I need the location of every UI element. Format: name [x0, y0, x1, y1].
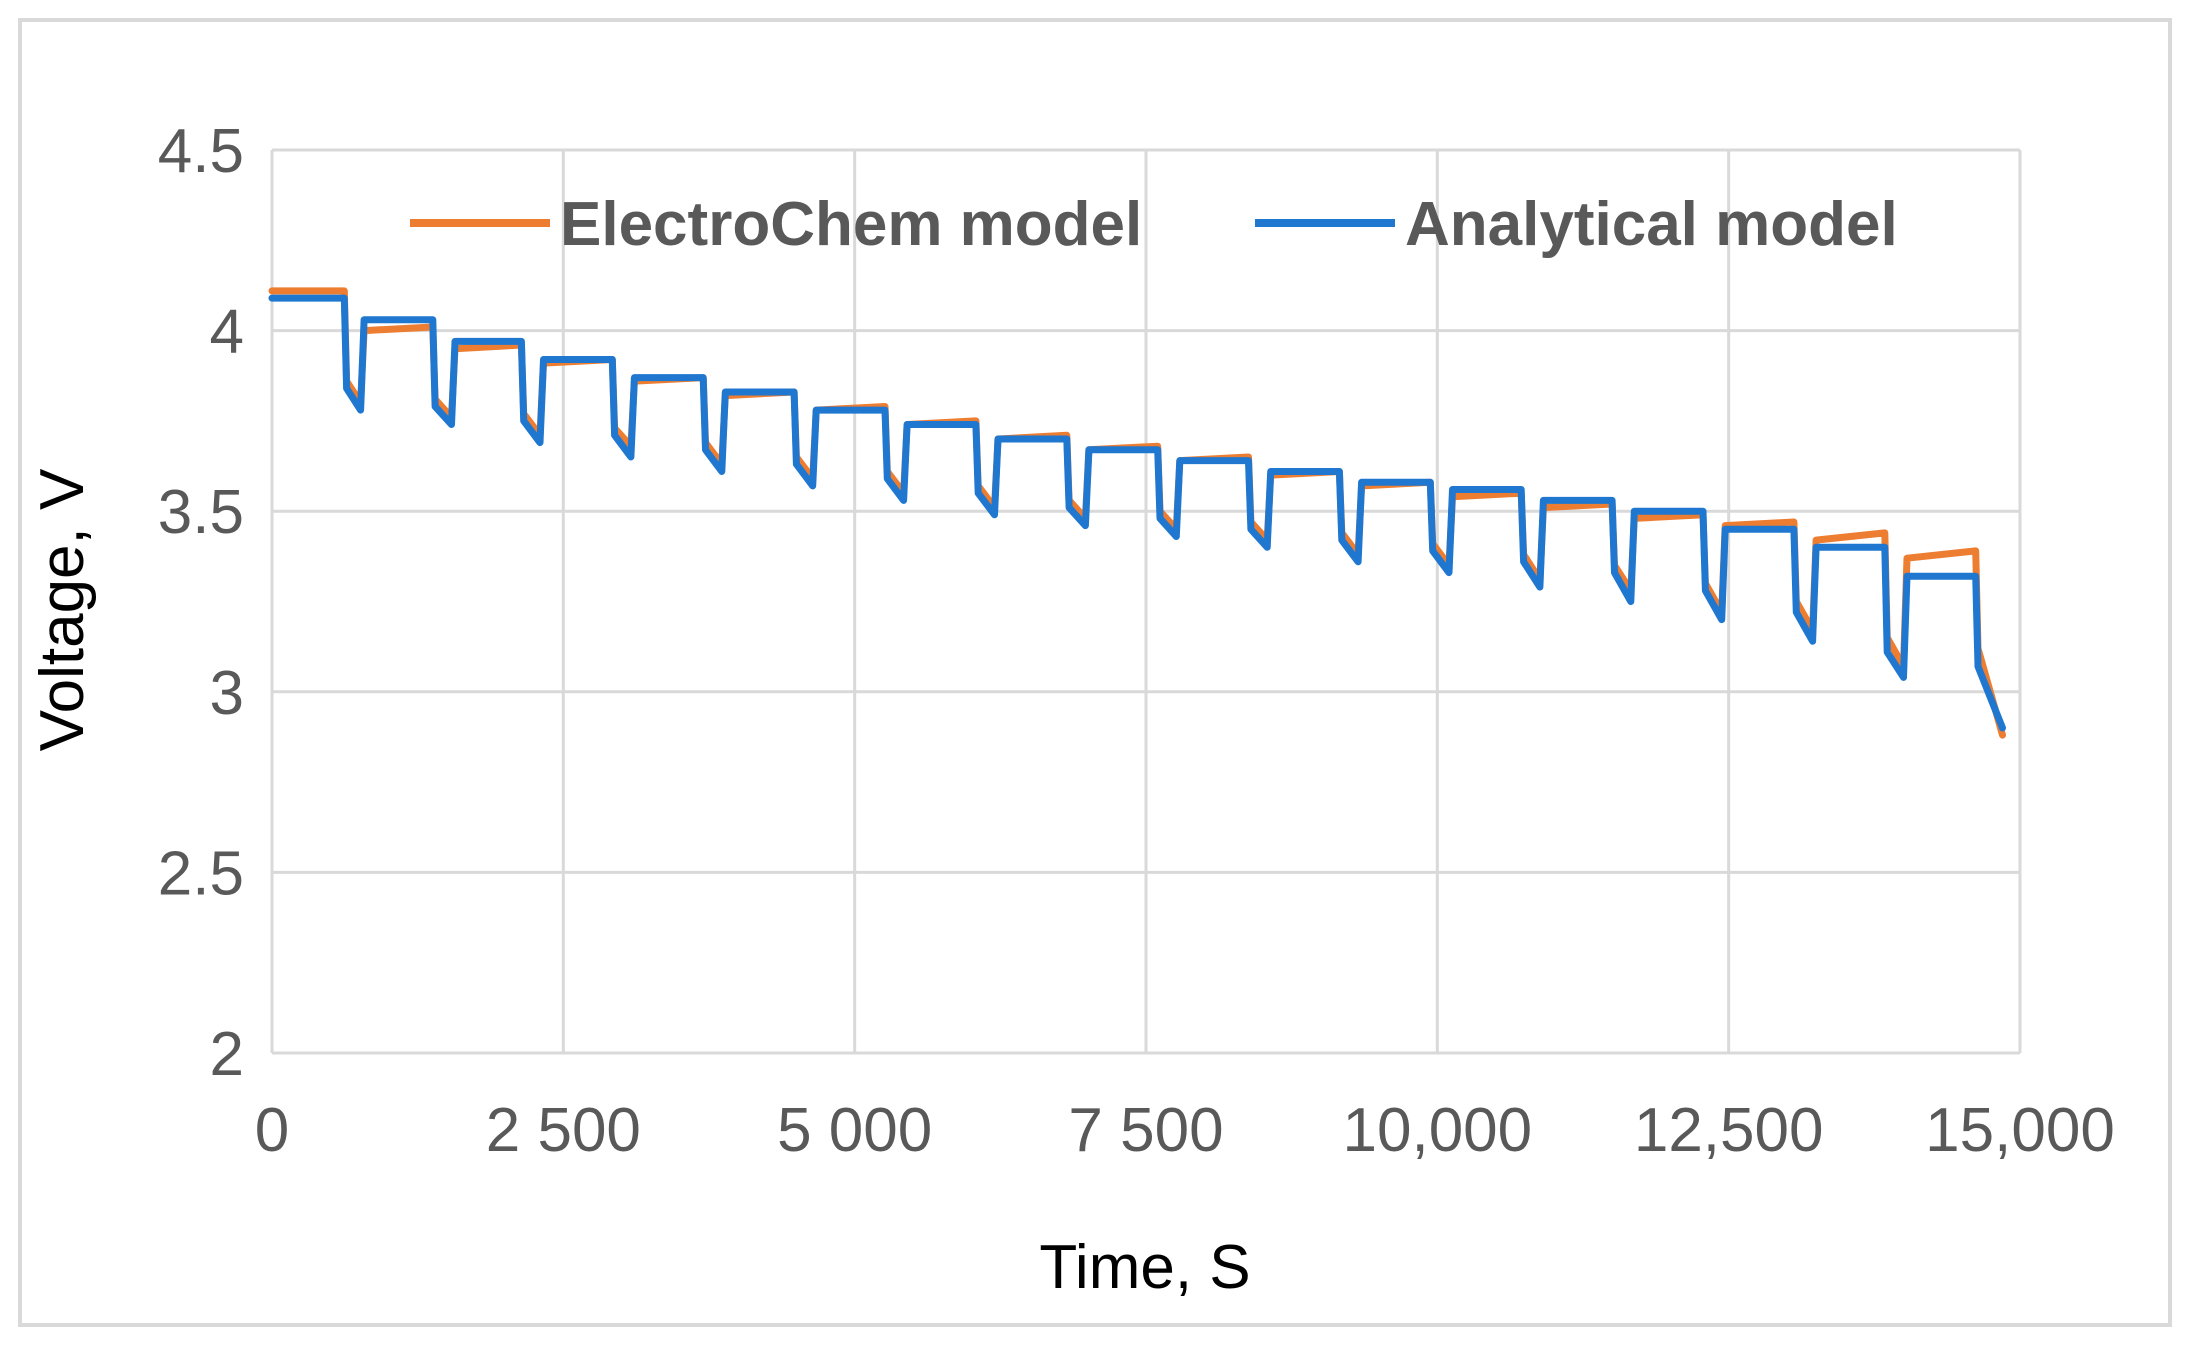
- legend-label-analytical: Analytical model: [1405, 190, 1898, 259]
- y-tick-label: 3.5: [158, 478, 244, 547]
- y-tick-label: 4.5: [158, 117, 244, 186]
- y-tick-label: 2.5: [158, 839, 244, 908]
- x-tick-label: 5 000: [777, 1096, 932, 1165]
- x-tick-label: 15,000: [1925, 1096, 2115, 1165]
- x-tick-label: 10,000: [1343, 1096, 1533, 1165]
- y-axis-ticks: 2 2.5 3 3.5 4 4.5: [158, 117, 244, 1089]
- y-tick-label: 2: [210, 1020, 244, 1089]
- x-axis-ticks: 0 2 500 5 000 7 500 10,000 12,500 15,000: [255, 1096, 2115, 1165]
- x-tick-label: 2 500: [486, 1096, 641, 1165]
- y-tick-label: 4: [210, 298, 244, 367]
- x-tick-label: 0: [255, 1096, 289, 1165]
- grid: [270, 148, 2022, 1055]
- legend: ElectroChem model Analytical model: [410, 190, 1898, 259]
- y-tick-label: 3: [210, 659, 244, 728]
- series: [268, 287, 2006, 739]
- legend-label-electrochem: ElectroChem model: [560, 190, 1142, 259]
- x-axis-title: Time, S: [1039, 1233, 1250, 1302]
- series-line-analytical: [268, 294, 2006, 732]
- x-tick-label: 7 500: [1068, 1096, 1223, 1165]
- chart-border: [18, 18, 2172, 1327]
- y-axis-title: Voltage, V: [28, 468, 97, 751]
- x-tick-label: 12,500: [1634, 1096, 1824, 1165]
